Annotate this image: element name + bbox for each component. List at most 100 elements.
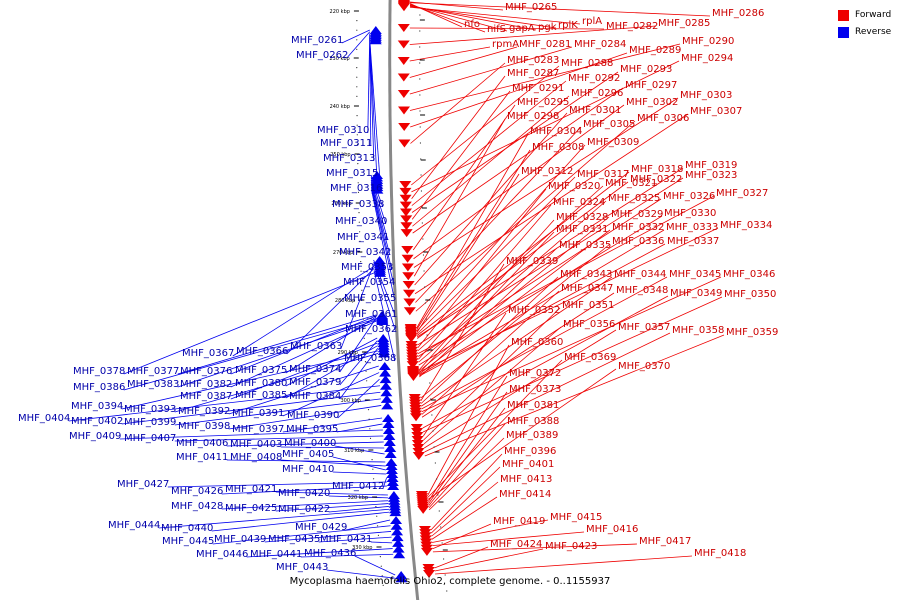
forward-leader-line	[412, 87, 624, 234]
minor-tick	[363, 337, 365, 339]
forward-gene-label: MHF_0343	[560, 269, 612, 280]
reverse-gene-label: MHF_0403	[230, 439, 282, 450]
forward-leader-line	[416, 181, 629, 339]
minor-tick	[376, 525, 379, 527]
reverse-gene-label: MHF_0409	[69, 431, 121, 442]
minor-tick	[360, 261, 362, 263]
reverse-gene-label: MHF_0386	[73, 382, 125, 393]
forward-gene-label: MHF_0418	[694, 548, 746, 559]
reverse-gene-label: MHF_0445	[162, 536, 214, 547]
minor-tick	[446, 590, 448, 592]
minor-tick	[379, 556, 381, 558]
forward-gene-arrow	[403, 298, 416, 307]
reverse-leader-line	[328, 506, 389, 513]
forward-gene-arrow	[406, 361, 419, 370]
reverse-gene-label: MHF_0362	[345, 324, 397, 335]
forward-leader-line	[431, 496, 498, 540]
minor-tick	[429, 382, 431, 384]
forward-gene-label: rplA	[582, 16, 602, 27]
reverse-gene-arrow	[386, 470, 399, 478]
forward-gene-label: MHF_0287	[507, 68, 559, 79]
reverse-leader-line	[369, 40, 382, 192]
forward-gene-label: MHF_0360	[511, 337, 563, 348]
reverse-gene-label: MHF_0338	[332, 199, 384, 210]
minor-tick	[356, 29, 358, 31]
reverse-gene-label: MHF_0311	[320, 138, 372, 149]
reverse-leader-line	[336, 423, 383, 433]
forward-gene-arrow	[410, 413, 423, 422]
reverse-gene-label: MHF_0406	[176, 438, 228, 449]
minor-tick	[431, 414, 433, 416]
forward-leader-line	[421, 276, 613, 407]
minor-tick	[362, 309, 364, 311]
minor-tick	[426, 334, 428, 336]
forward-leader-line	[411, 75, 506, 199]
reverse-gene-label: MHF_0367	[182, 348, 234, 359]
minor-tick	[363, 328, 365, 330]
forward-gene-label: nifS	[487, 24, 506, 35]
forward-leader-line	[409, 25, 657, 45]
reverse-gene-label: MHF_0393	[124, 404, 176, 415]
forward-gene-label: MHF_0416	[586, 524, 638, 535]
reverse-leader-line	[339, 340, 378, 386]
reverse-leader-line	[332, 471, 387, 475]
reverse-leader-line	[370, 182, 391, 256]
forward-leader-line	[420, 243, 611, 399]
forward-gene-label: MHF_0329	[611, 209, 663, 220]
forward-leader-line	[416, 171, 630, 336]
reverse-gene-label: MHF_0341	[337, 232, 389, 243]
minor-tick	[419, 78, 421, 80]
forward-gene-arrow	[400, 222, 413, 231]
forward-gene-label: MHF_0372	[509, 368, 561, 379]
legend-reverse: Reverse	[838, 25, 900, 39]
reverse-gene-arrow	[390, 516, 403, 524]
forward-gene-arrow	[401, 246, 414, 254]
forward-leader-line	[421, 292, 615, 418]
reverse-gene-arrow	[391, 527, 404, 536]
forward-leader-line	[428, 437, 505, 511]
reverse-gene-label: MHF_0366	[236, 346, 288, 357]
minor-tick	[366, 389, 368, 391]
reverse-leader-line	[370, 184, 393, 271]
minor-tick	[380, 565, 382, 567]
leader-lines	[68, 1, 725, 579]
forward-leader-line	[428, 407, 506, 506]
forward-gene-label: gapA	[509, 23, 535, 34]
reverse-gene-arrow	[391, 533, 404, 542]
forward-gene-label: MHF_0335	[559, 240, 611, 251]
reverse-leader-line	[280, 446, 385, 449]
forward-leader-line	[420, 276, 559, 404]
forward-gene-arrow	[399, 187, 412, 196]
forward-gene-arrow	[397, 40, 410, 49]
forward-leader-line	[418, 231, 555, 374]
reverse-gene-label: MHF_0441	[250, 549, 302, 560]
forward-gene-label: MHF_0369	[564, 352, 616, 363]
reverse-leader-line	[119, 429, 383, 440]
forward-leader-line	[418, 204, 552, 360]
forward-gene-label: MHF_0389	[506, 430, 558, 441]
reverse-leader-line	[226, 459, 386, 463]
reverse-gene-arrow	[381, 401, 394, 410]
reverse-gene-label: MHF_0428	[171, 501, 223, 512]
forward-leader-line	[423, 312, 507, 437]
minor-tick	[362, 318, 364, 320]
forward-gene-label: MHF_0286	[712, 8, 764, 19]
reverse-gene-label: MHF_0374	[289, 364, 341, 375]
reverse-leader-line	[285, 337, 378, 387]
minor-tick	[357, 191, 360, 193]
reverse-leader-line	[123, 318, 377, 391]
forward-gene-label: MHF_0283	[507, 55, 559, 66]
forward-leader-line	[410, 52, 628, 128]
forward-gene-arrow	[400, 208, 413, 217]
forward-gene-label: MHF_0320	[548, 181, 600, 192]
forward-gene-label: MHF_0388	[507, 416, 559, 427]
reverse-gene-label: MHF_0313	[323, 153, 375, 164]
forward-gene-label: MHF_0325	[608, 193, 660, 204]
forward-gene-label: MHF_0292	[568, 73, 620, 84]
forward-gene-label: MHF_0417	[639, 536, 691, 547]
forward-gene-arrow	[399, 201, 412, 210]
minor-tick	[422, 254, 425, 256]
forward-leader-line	[418, 216, 610, 372]
forward-gene-label: MHF_0381	[507, 400, 559, 411]
